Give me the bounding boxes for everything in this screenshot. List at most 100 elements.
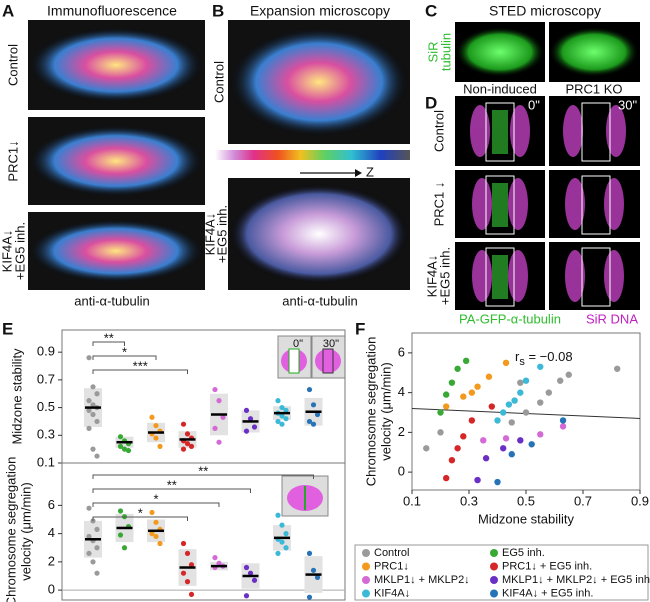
panel-letter: A bbox=[2, 1, 14, 20]
data-point bbox=[537, 399, 544, 406]
data-point bbox=[314, 574, 321, 581]
legend-label: Control bbox=[374, 547, 409, 559]
data-point bbox=[216, 560, 222, 566]
data-point bbox=[184, 441, 191, 447]
row-label: Control bbox=[211, 61, 226, 103]
row-label: tubulin bbox=[438, 33, 453, 71]
data-point bbox=[485, 373, 493, 380]
row-label: +EG5 inh. bbox=[437, 247, 452, 305]
data-point bbox=[614, 365, 621, 372]
significance-bracket bbox=[92, 488, 251, 493]
inset-label: 0" bbox=[293, 338, 303, 350]
row-label: +EG5 inh. bbox=[12, 222, 27, 280]
legend-swatch bbox=[362, 589, 370, 598]
data-point bbox=[216, 398, 222, 404]
data-point bbox=[511, 397, 518, 404]
data-point bbox=[153, 422, 159, 429]
data-point bbox=[482, 455, 490, 462]
inset-diagram bbox=[277, 335, 346, 517]
data-point bbox=[90, 411, 96, 418]
data-point bbox=[494, 417, 501, 424]
data-point bbox=[188, 591, 195, 597]
data-point bbox=[474, 383, 481, 390]
legend-swatch bbox=[362, 549, 370, 557]
row-label: KIF4A↓ bbox=[424, 255, 439, 298]
data-point bbox=[94, 391, 100, 397]
x-tick-label: 0.5 bbox=[517, 493, 535, 508]
y-tick-label: 0.5 bbox=[37, 399, 55, 414]
row-label: PRC1 ↓ bbox=[431, 182, 446, 227]
y-tick-label: 2 bbox=[48, 553, 55, 568]
data-point bbox=[502, 435, 510, 442]
data-point bbox=[86, 398, 92, 404]
x-tick-label: 0.9 bbox=[631, 493, 649, 508]
plot-frame bbox=[61, 462, 346, 601]
data-point bbox=[188, 443, 195, 449]
significance-label: * bbox=[153, 491, 158, 506]
data-point bbox=[94, 545, 100, 551]
data-point bbox=[243, 407, 250, 413]
data-point bbox=[500, 409, 507, 416]
column-label: Non-induced bbox=[463, 81, 537, 96]
y-axis-label: Chromosome segregation bbox=[363, 337, 378, 487]
data-point bbox=[314, 411, 321, 418]
y-tick-label: 4 bbox=[48, 525, 55, 540]
data-point bbox=[522, 377, 530, 384]
footer: anti-α-tubulin bbox=[282, 293, 357, 308]
data-point bbox=[460, 393, 467, 400]
data-point bbox=[212, 425, 218, 431]
data-point bbox=[279, 404, 285, 411]
data-point bbox=[90, 446, 96, 452]
row-label: PRC1↓ bbox=[5, 140, 20, 181]
significance-label: * bbox=[122, 344, 127, 359]
data-point bbox=[505, 401, 513, 408]
legend-label: KIF4A↓ + EG5 inh. bbox=[502, 587, 593, 599]
legend-swatch bbox=[362, 562, 370, 571]
significance-label: *** bbox=[133, 358, 148, 373]
footer: PA-GFP-α-tubulin bbox=[459, 311, 561, 326]
data-point bbox=[117, 532, 124, 538]
data-point bbox=[522, 409, 530, 416]
data-point bbox=[121, 545, 128, 551]
data-point bbox=[306, 386, 313, 393]
significance-bracket bbox=[92, 516, 188, 521]
data-point bbox=[454, 445, 461, 452]
data-point bbox=[488, 403, 495, 410]
data-point bbox=[528, 441, 535, 448]
legend-label: PRC1↓ bbox=[374, 560, 409, 572]
data-point bbox=[86, 533, 92, 540]
data-point bbox=[90, 384, 96, 390]
data-point bbox=[153, 519, 159, 525]
data-point bbox=[121, 446, 128, 452]
panel-letter: F bbox=[355, 319, 365, 338]
data-point bbox=[184, 431, 191, 437]
row-label: Control bbox=[431, 110, 446, 152]
data-point bbox=[502, 359, 510, 367]
panel-title: Immunofluorescence bbox=[47, 3, 177, 19]
x-axis-label: Midzone stability bbox=[478, 511, 575, 526]
data-point bbox=[480, 437, 487, 444]
data-point bbox=[243, 564, 250, 571]
data-point bbox=[251, 424, 258, 430]
data-point bbox=[517, 389, 524, 396]
data-point bbox=[86, 425, 92, 431]
data-point bbox=[212, 386, 218, 393]
y-axis-label: velocity (μm/min) bbox=[18, 482, 33, 581]
legend-label: MKLP1↓ + MKLP2↓ bbox=[374, 574, 470, 586]
data-point bbox=[310, 567, 317, 573]
data-point bbox=[310, 421, 317, 427]
row-label: SiR bbox=[425, 42, 440, 63]
significance-label: ** bbox=[198, 463, 208, 478]
data-point bbox=[86, 550, 92, 556]
data-point bbox=[508, 419, 515, 426]
data-point bbox=[306, 550, 313, 556]
data-point bbox=[180, 421, 187, 427]
panel-letter: C bbox=[425, 1, 437, 20]
data-point bbox=[275, 550, 281, 556]
y-tick-label: 0 bbox=[398, 464, 405, 479]
data-point bbox=[448, 379, 456, 386]
data-point bbox=[216, 439, 222, 445]
y-tick-label: 0 bbox=[48, 582, 55, 597]
data-point bbox=[437, 429, 444, 436]
